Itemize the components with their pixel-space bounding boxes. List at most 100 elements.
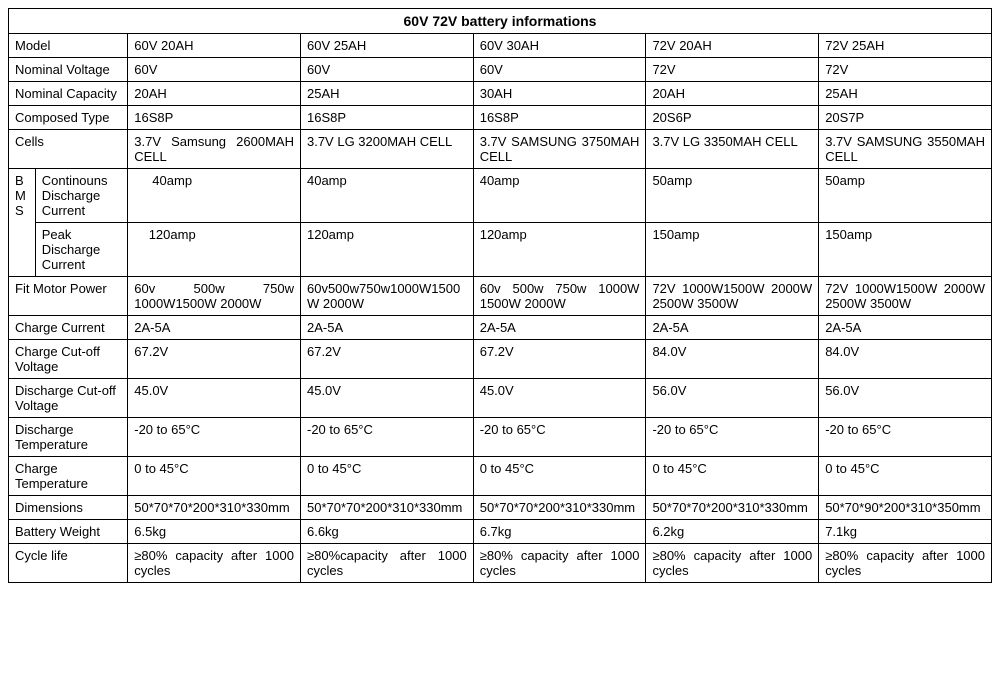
data-cell: 6.2kg [646, 520, 819, 544]
data-cell: 60v 500w 750w 1000W1500W 2000W [128, 277, 301, 316]
bms-peak-row: Peak Discharge Current 120amp 120amp 120… [9, 223, 992, 277]
row-label: Cells [9, 130, 128, 169]
weight-row: Battery Weight 6.5kg 6.6kg 6.7kg 6.2kg 7… [9, 520, 992, 544]
data-cell: 3.7V LG 3350MAH CELL [646, 130, 819, 169]
data-cell: 3.7V SAMSUNG 3550MAH CELL [819, 130, 992, 169]
model-cell: 60V 25AH [300, 34, 473, 58]
data-cell: 2A-5A [819, 316, 992, 340]
data-cell: 56.0V [819, 379, 992, 418]
data-cell: 67.2V [300, 340, 473, 379]
composed-type-row: Composed Type 16S8P 16S8P 16S8P 20S6P 20… [9, 106, 992, 130]
data-cell: 40amp [128, 169, 301, 223]
data-cell: 67.2V [128, 340, 301, 379]
battery-spec-table: 60V 72V battery informations Model 60V 2… [8, 8, 992, 583]
row-label: Nominal Capacity [9, 82, 128, 106]
data-cell: 50*70*70*200*310*330mm [128, 496, 301, 520]
data-cell: 67.2V [473, 340, 646, 379]
data-cell: 50*70*70*200*310*330mm [646, 496, 819, 520]
data-cell: 2A-5A [300, 316, 473, 340]
data-cell: ≥80% capacity after 1000 cycles [473, 544, 646, 583]
data-cell: 2A-5A [646, 316, 819, 340]
bms-continuous-row: BMS Continouns Discharge Current 40amp 4… [9, 169, 992, 223]
data-cell: 0 to 45°C [819, 457, 992, 496]
data-cell: 25AH [819, 82, 992, 106]
data-cell: 0 to 45°C [473, 457, 646, 496]
data-cell: 3.7V SAMSUNG 3750MAH CELL [473, 130, 646, 169]
data-cell: 16S8P [473, 106, 646, 130]
data-cell: 6.5kg [128, 520, 301, 544]
data-cell: 50amp [646, 169, 819, 223]
row-label: Cycle life [9, 544, 128, 583]
data-cell: 6.7kg [473, 520, 646, 544]
data-cell: 0 to 45°C [128, 457, 301, 496]
nominal-capacity-row: Nominal Capacity 20AH 25AH 30AH 20AH 25A… [9, 82, 992, 106]
data-cell: -20 to 65°C [819, 418, 992, 457]
nominal-voltage-row: Nominal Voltage 60V 60V 60V 72V 72V [9, 58, 992, 82]
data-cell: 16S8P [300, 106, 473, 130]
data-cell: 84.0V [819, 340, 992, 379]
row-label: Charge Current [9, 316, 128, 340]
charge-current-row: Charge Current 2A-5A 2A-5A 2A-5A 2A-5A 2… [9, 316, 992, 340]
data-cell: 72V [646, 58, 819, 82]
data-cell: 25AH [300, 82, 473, 106]
data-cell: 60v 500w 750w 1000W 1500W 2000W [473, 277, 646, 316]
data-cell: 60V [300, 58, 473, 82]
data-cell: 72V [819, 58, 992, 82]
data-cell: -20 to 65°C [128, 418, 301, 457]
data-cell: 45.0V [473, 379, 646, 418]
data-cell: 0 to 45°C [646, 457, 819, 496]
row-label: Battery Weight [9, 520, 128, 544]
data-cell: 20AH [646, 82, 819, 106]
data-cell: ≥80% capacity after 1000 cycles [819, 544, 992, 583]
model-cell: 60V 20AH [128, 34, 301, 58]
discharge-temp-row: Discharge Temperature -20 to 65°C -20 to… [9, 418, 992, 457]
data-cell: 2A-5A [128, 316, 301, 340]
data-cell: ≥80% capacity after 1000 cycles [646, 544, 819, 583]
data-cell: 40amp [473, 169, 646, 223]
data-cell: 60v500w750w1000W1500W 2000W [300, 277, 473, 316]
data-cell: -20 to 65°C [300, 418, 473, 457]
data-cell: -20 to 65°C [646, 418, 819, 457]
data-cell: 50*70*70*200*310*330mm [473, 496, 646, 520]
model-cell: 60V 30AH [473, 34, 646, 58]
data-cell: 3.7V LG 3200MAH CELL [300, 130, 473, 169]
data-cell: 56.0V [646, 379, 819, 418]
data-cell: 45.0V [128, 379, 301, 418]
row-label: Fit Motor Power [9, 277, 128, 316]
table-title: 60V 72V battery informations [9, 9, 992, 34]
charge-temp-row: Charge Temperature 0 to 45°C 0 to 45°C 0… [9, 457, 992, 496]
row-label: Dimensions [9, 496, 128, 520]
row-label: Discharge Cut-off Voltage [9, 379, 128, 418]
data-cell: 7.1kg [819, 520, 992, 544]
cycle-life-row: Cycle life ≥80% capacity after 1000 cycl… [9, 544, 992, 583]
fit-motor-row: Fit Motor Power 60v 500w 750w 1000W1500W… [9, 277, 992, 316]
data-cell: 6.6kg [300, 520, 473, 544]
data-cell: 0 to 45°C [300, 457, 473, 496]
row-label: Discharge Temperature [9, 418, 128, 457]
model-cell: 72V 20AH [646, 34, 819, 58]
cells-row: Cells 3.7V Samsung 2600MAH CELL 3.7V LG … [9, 130, 992, 169]
charge-cutoff-row: Charge Cut-off Voltage 67.2V 67.2V 67.2V… [9, 340, 992, 379]
row-label: Charge Temperature [9, 457, 128, 496]
data-cell: -20 to 65°C [473, 418, 646, 457]
discharge-cutoff-row: Discharge Cut-off Voltage 45.0V 45.0V 45… [9, 379, 992, 418]
data-cell: 150amp [819, 223, 992, 277]
bms-label: BMS [9, 169, 36, 277]
model-label: Model [9, 34, 128, 58]
data-cell: 20S6P [646, 106, 819, 130]
data-cell: 120amp [473, 223, 646, 277]
data-cell: 72V 1000W1500W 2000W 2500W 3500W [819, 277, 992, 316]
dimensions-row: Dimensions 50*70*70*200*310*330mm 50*70*… [9, 496, 992, 520]
data-cell: 60V [128, 58, 301, 82]
data-cell: 16S8P [128, 106, 301, 130]
data-cell: 30AH [473, 82, 646, 106]
data-cell: 20AH [128, 82, 301, 106]
data-cell: 150amp [646, 223, 819, 277]
bms-sub-label: Peak Discharge Current [35, 223, 128, 277]
data-cell: 2A-5A [473, 316, 646, 340]
data-cell: 3.7V Samsung 2600MAH CELL [128, 130, 301, 169]
data-cell: 50*70*90*200*310*350mm [819, 496, 992, 520]
data-cell: 120amp [300, 223, 473, 277]
bms-sub-label: Continouns Discharge Current [35, 169, 128, 223]
data-cell: 20S7P [819, 106, 992, 130]
